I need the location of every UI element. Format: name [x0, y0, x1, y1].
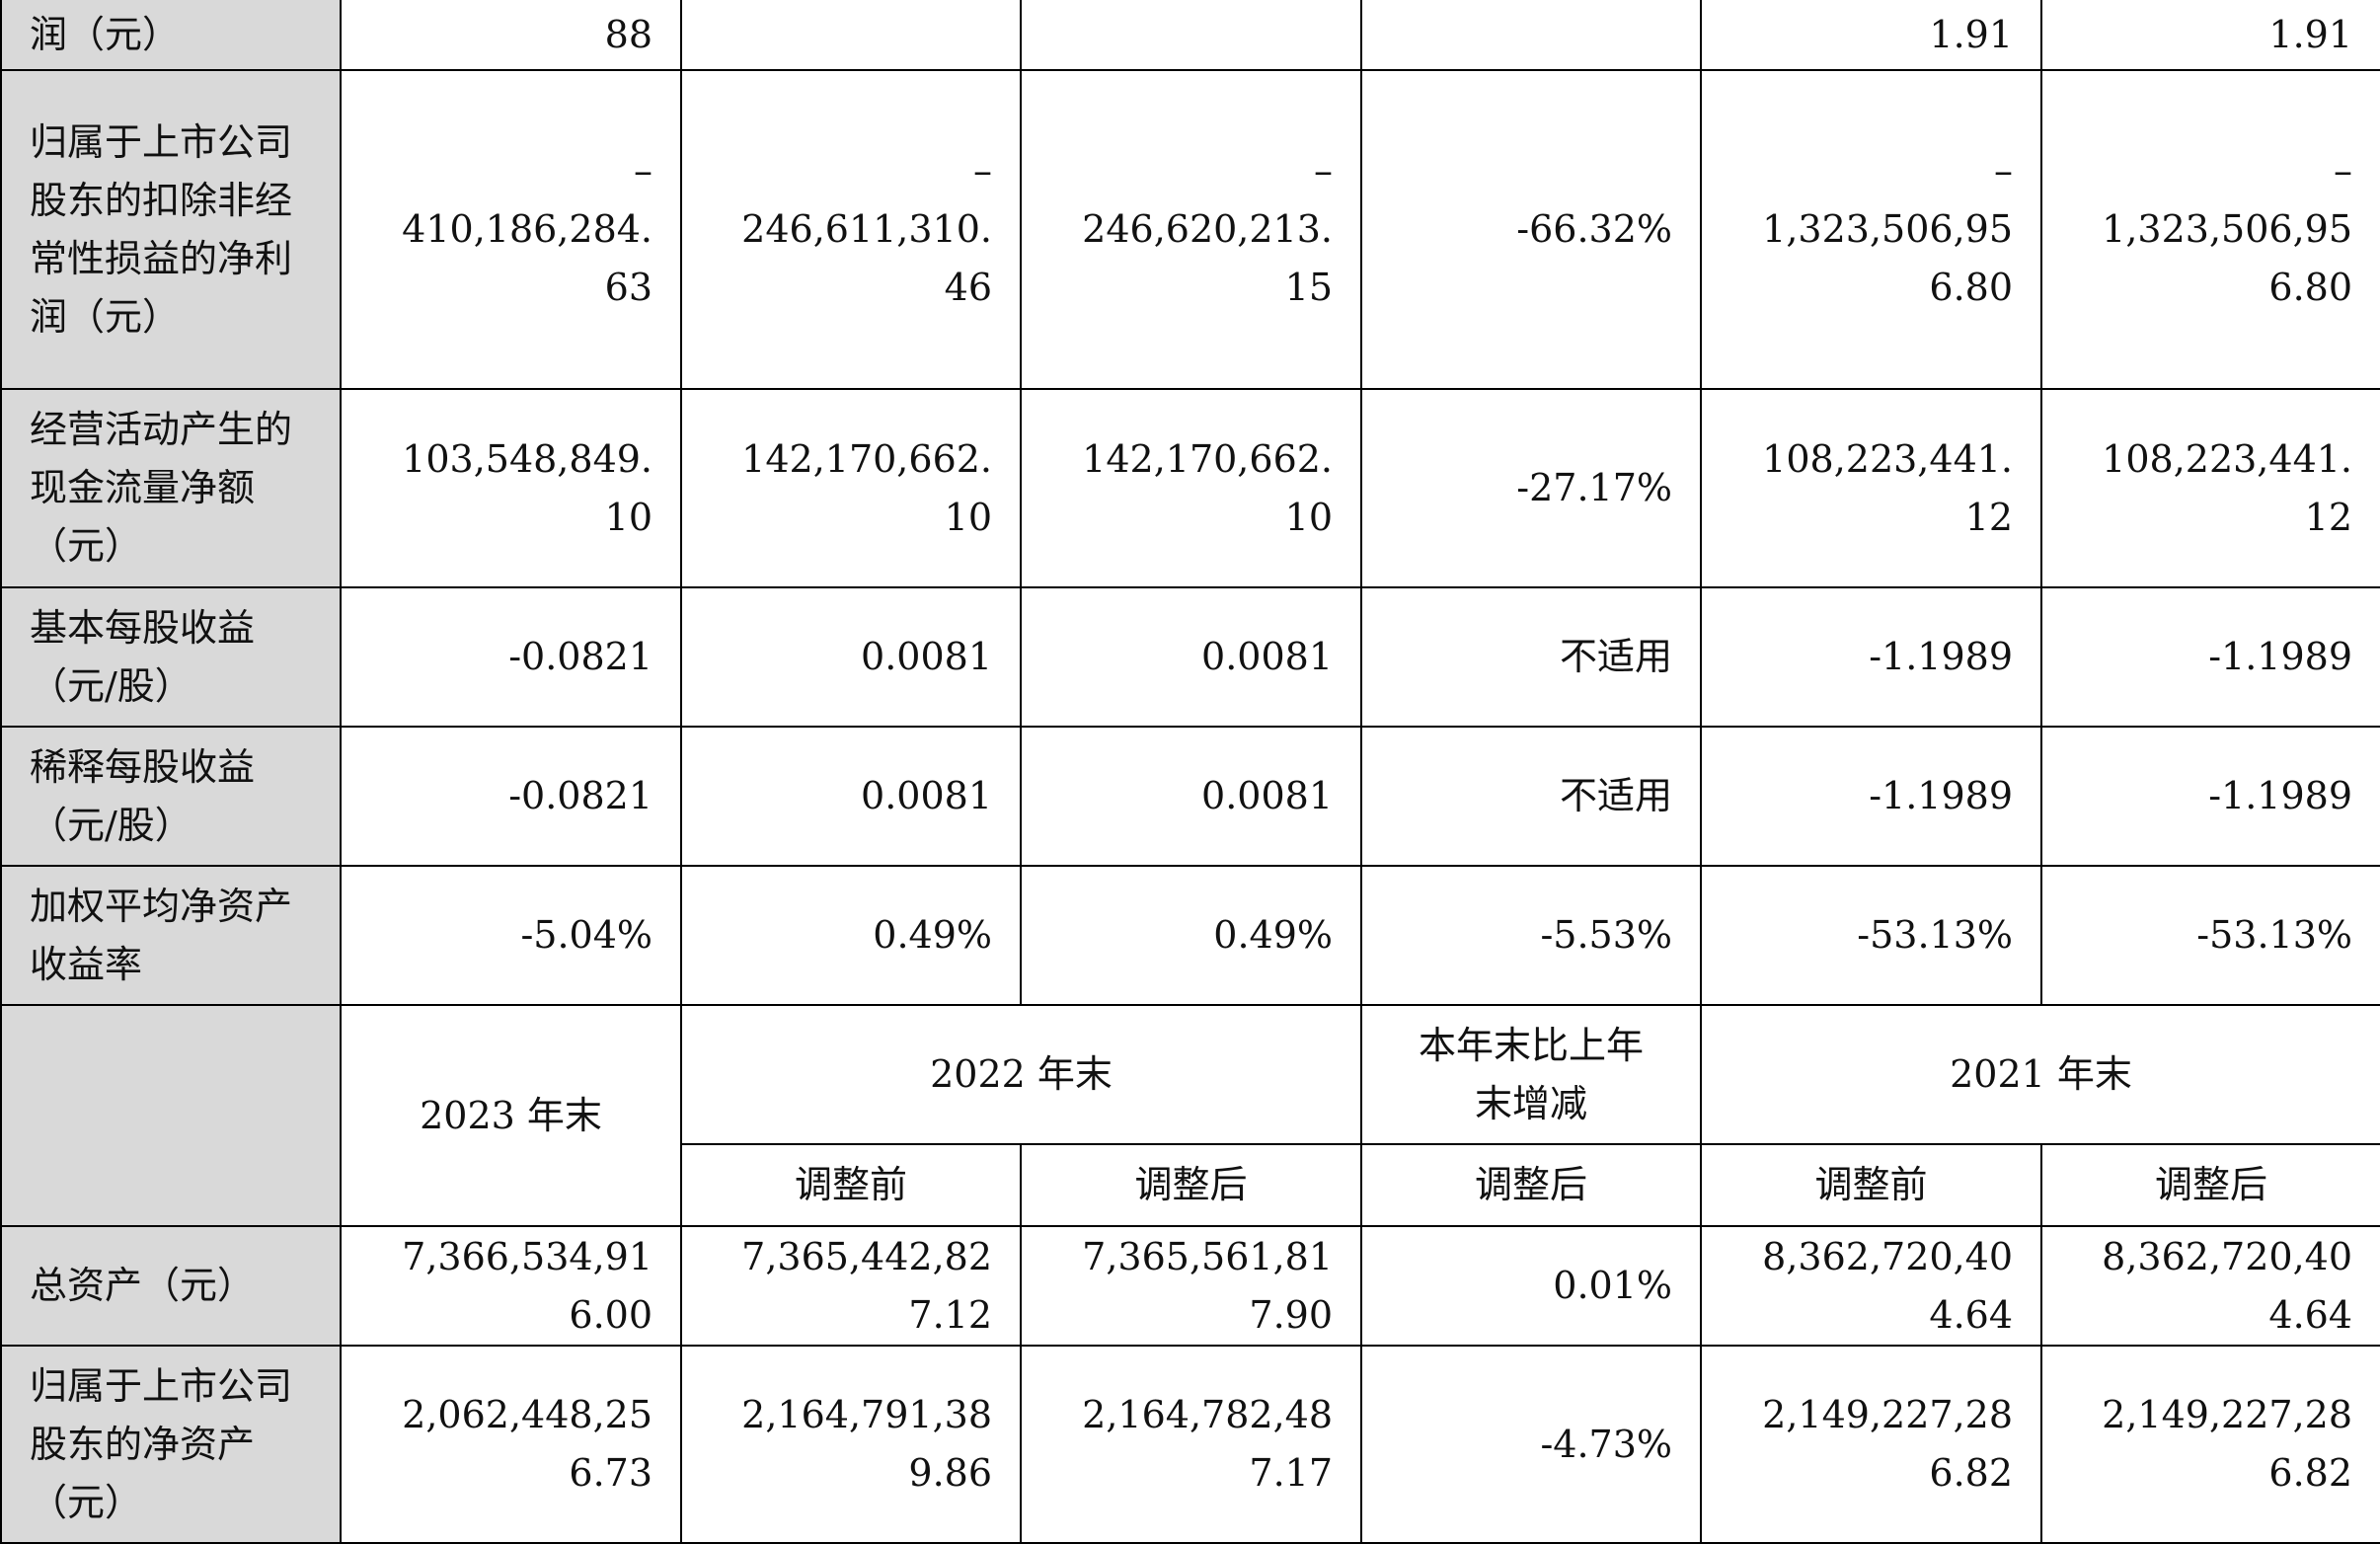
cell-2023: -5.04% — [340, 865, 682, 1006]
row-basic-eps: 基本每股收益（元/股） -0.0821 0.0081 0.0081 不适用 -1… — [0, 586, 2380, 728]
cell-2021-before: -1.1989 — [1700, 726, 2042, 867]
cell-2022-before: 0.49% — [680, 865, 1022, 1006]
cell-2021-before: 108,223,441. 12 — [1700, 388, 2042, 588]
cell-change: -66.32% — [1360, 69, 1702, 390]
header-row-years: 2023 年末 2022 年末 本年末比上年 末增减 2021 年末 — [0, 1004, 2380, 1227]
cell-2022-after: 2,164,782,48 7.17 — [1020, 1345, 1362, 1544]
row-diluted-eps: 稀释每股收益（元/股） -0.0821 0.0081 0.0081 不适用 -1… — [0, 726, 2380, 867]
cell-2022-before: 0.0081 — [680, 586, 1022, 728]
header-2021-after: 调整后 — [2040, 1143, 2380, 1227]
cell-2022-after — [1020, 0, 1362, 71]
cell-change: -4.73% — [1360, 1345, 1702, 1544]
cell-2021-before: 2,149,227,28 6.82 — [1700, 1345, 2042, 1544]
cell-2022-after: 0.0081 — [1020, 726, 1362, 867]
cell-2021-before: -1.1989 — [1700, 586, 2042, 728]
cell-change: 不适用 — [1360, 586, 1702, 728]
header-change-after: 调整后 — [1360, 1143, 1702, 1227]
cell-2023: 7,366,534,91 6.00 — [340, 1225, 682, 1347]
header-2023: 2023 年末 — [340, 1004, 682, 1227]
cell-2022-after: 0.0081 — [1020, 586, 1362, 728]
header-2022: 2022 年末 — [680, 1004, 1362, 1145]
cell-change: 不适用 — [1360, 726, 1702, 867]
cell-2021-before: – 1,323,506,95 6.80 — [1700, 69, 2042, 390]
cell-2022-before: 7,365,442,82 7.12 — [680, 1225, 1022, 1347]
cell-2021-after: 108,223,441. 12 — [2040, 388, 2380, 588]
header-row-adjustments: 调整前 调整后 调整后 调整前 调整后 — [1, 1143, 2380, 1227]
header-2021: 2021 年末 — [1700, 1004, 2380, 1145]
row-net-profit-partial: 润（元） 88 1.91 1.91 — [0, 0, 2380, 71]
row-label: 归属于上市公司股东的扣除非经常性损益的净利润（元） — [0, 69, 342, 390]
header-2022-after: 调整后 — [1020, 1143, 1362, 1227]
cell-2023: 103,548,849. 10 — [340, 388, 682, 588]
row-label: 经营活动产生的现金流量净额（元） — [0, 388, 342, 588]
header-2022-before: 调整前 — [680, 1143, 1022, 1227]
cell-2022-after: 0.49% — [1020, 865, 1362, 1006]
cell-2022-before — [680, 0, 1022, 71]
cell-2022-before: 142,170,662. 10 — [680, 388, 1022, 588]
cell-2022-before: – 246,611,310. 46 — [680, 69, 1022, 390]
cell-2022-after: 142,170,662. 10 — [1020, 388, 1362, 588]
cell-2021-after: -1.1989 — [2040, 726, 2380, 867]
cell-2021-after: -53.13% — [2040, 865, 2380, 1006]
cell-change: 0.01% — [1360, 1225, 1702, 1347]
cell-2021-after: 8,362,720,40 4.64 — [2040, 1225, 2380, 1347]
cell-2022-after: 7,365,561,81 7.90 — [1020, 1225, 1362, 1347]
cell-2021-after: 1.91 — [2040, 0, 2380, 71]
row-label: 基本每股收益（元/股） — [0, 586, 342, 728]
header-2021-before: 调整前 — [1700, 1143, 2042, 1227]
cell-change: -5.53% — [1360, 865, 1702, 1006]
row-operating-cash-flow: 经营活动产生的现金流量净额（元） 103,548,849. 10 142,170… — [0, 388, 2380, 588]
cell-2021-after: -1.1989 — [2040, 586, 2380, 728]
row-deducted-net-profit: 归属于上市公司股东的扣除非经常性损益的净利润（元） – 410,186,284.… — [0, 69, 2380, 390]
cell-2023: -0.0821 — [340, 586, 682, 728]
row-label: 总资产（元） — [0, 1225, 342, 1347]
cell-2021-before: 1.91 — [1700, 0, 2042, 71]
cell-2021-before: 8,362,720,40 4.64 — [1700, 1225, 2042, 1347]
row-weighted-roe: 加权平均净资产收益率 -5.04% 0.49% 0.49% -5.53% -53… — [0, 865, 2380, 1006]
cell-2021-after: – 1,323,506,95 6.80 — [2040, 69, 2380, 390]
row-total-assets: 总资产（元） 7,366,534,91 6.00 7,365,442,82 7.… — [0, 1225, 2380, 1347]
row-label: 稀释每股收益（元/股） — [0, 726, 342, 867]
row-label: 归属于上市公司股东的净资产（元） — [0, 1345, 342, 1544]
cell-2021-before: -53.13% — [1700, 865, 2042, 1006]
cell-2022-before: 0.0081 — [680, 726, 1022, 867]
cell-2021-after: 2,149,227,28 6.82 — [2040, 1345, 2380, 1544]
cell-change: -27.17% — [1360, 388, 1702, 588]
cell-2022-after: – 246,620,213. 15 — [1020, 69, 1362, 390]
header-blank-cell — [0, 1004, 342, 1227]
header-change: 本年末比上年 末增减 — [1360, 1004, 1702, 1145]
row-label: 润（元） — [0, 0, 342, 71]
cell-change — [1360, 0, 1702, 71]
cell-2023: – 410,186,284. 63 — [340, 69, 682, 390]
cell-2022-before: 2,164,791,38 9.86 — [680, 1345, 1022, 1544]
cell-2023: 88 — [340, 0, 682, 71]
cell-2023: -0.0821 — [340, 726, 682, 867]
cell-2023: 2,062,448,25 6.73 — [340, 1345, 682, 1544]
row-net-assets: 归属于上市公司股东的净资产（元） 2,062,448,25 6.73 2,164… — [0, 1345, 2380, 1544]
row-label: 加权平均净资产收益率 — [0, 865, 342, 1006]
